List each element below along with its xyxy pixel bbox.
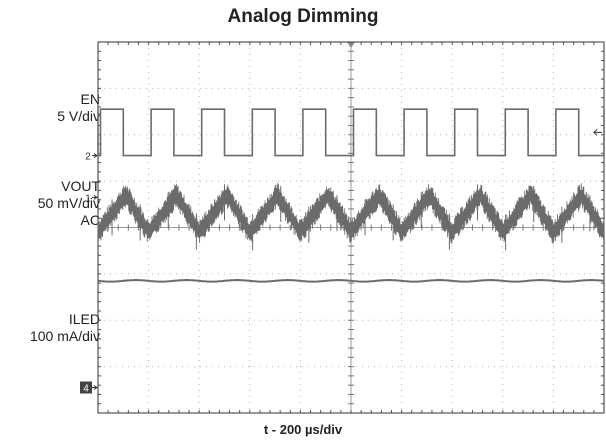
en-scale-label: 5 V/div — [57, 108, 100, 124]
iled-ground-marker-arrow — [92, 385, 98, 390]
iled-ground-marker-text: 4 — [83, 383, 89, 394]
en-ground-marker-text: 2 — [85, 152, 91, 163]
en-trace — [97, 108, 605, 157]
vout-scale-label: 50 mV/div — [37, 195, 100, 211]
iled-label: ILED — [68, 311, 100, 327]
iled-ground-marker-box — [80, 381, 92, 394]
vout-noise — [97, 182, 605, 245]
vout-channel-label: VOUT 50 mV/div AC — [38, 178, 100, 229]
vout-ground-marker-text: 1 — [85, 193, 91, 204]
iled-ground-marker: 4 — [80, 381, 98, 394]
en-ground-marker-arrow — [92, 153, 98, 159]
vout-ground-marker: 1 — [85, 193, 98, 204]
vout-ground-marker-arrow — [92, 194, 98, 200]
iled-scale-label: 100 mA/div — [29, 328, 100, 344]
channel-markers: 2 1 4 — [80, 129, 602, 394]
vout-coupling-label: AC — [80, 212, 100, 228]
x-axis-label: t - 200 µs/div — [263, 422, 343, 437]
chart-title: Analog Dimming — [227, 6, 379, 27]
trigger-marker — [347, 42, 355, 48]
en-ground-marker: 2 — [85, 152, 98, 163]
en-label: EN — [80, 91, 100, 107]
trigger-level-arrow — [593, 129, 602, 136]
traces — [97, 108, 605, 283]
iled-trace — [97, 278, 605, 283]
iled-channel-label: ILED 100 mA/div — [30, 311, 100, 345]
en-channel-label: EN 5 V/div — [57, 91, 100, 125]
vout-label: VOUT — [61, 178, 100, 194]
